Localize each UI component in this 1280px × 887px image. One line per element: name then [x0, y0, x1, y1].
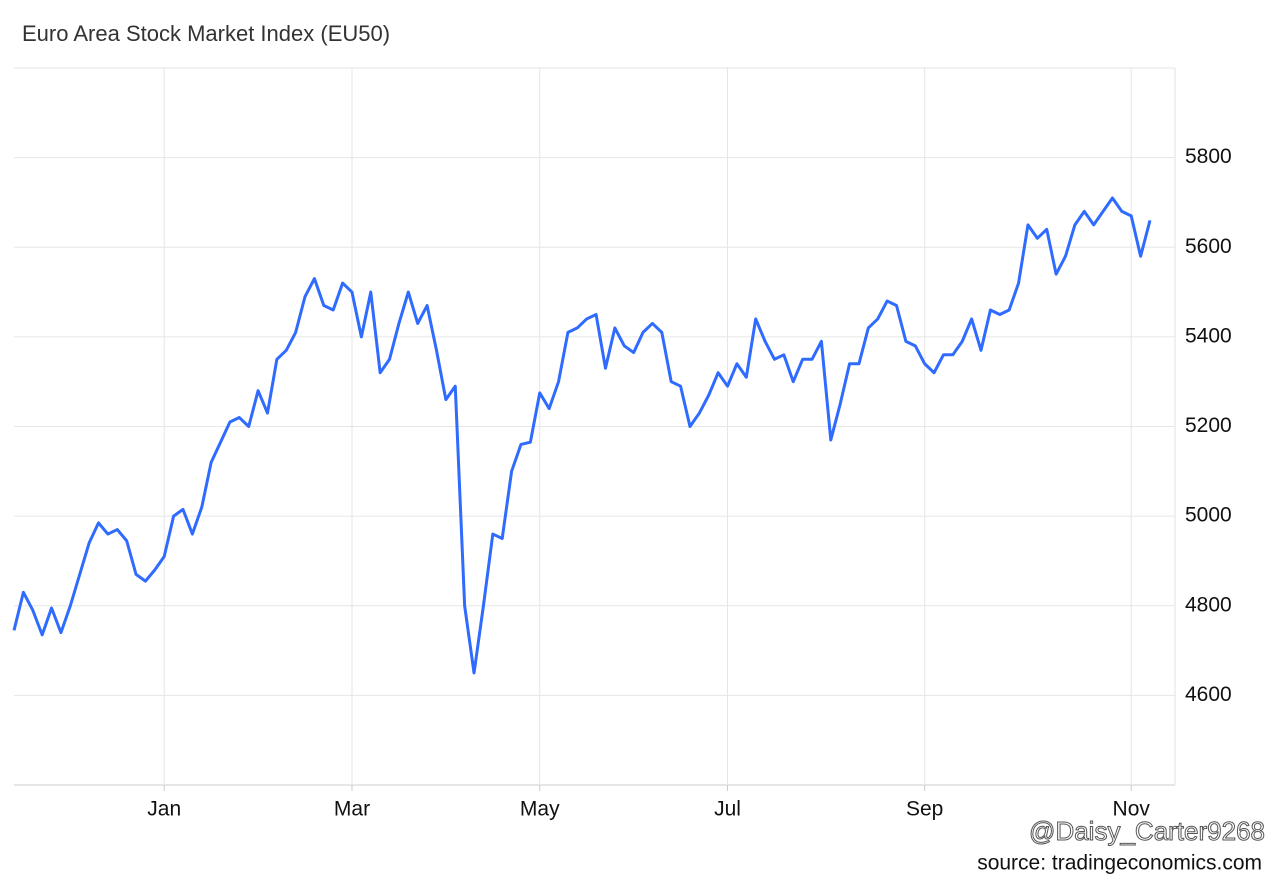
y-tick-label: 4600 — [1185, 683, 1232, 706]
x-tick-label: Mar — [334, 798, 370, 821]
source-note: source: tradingeconomics.com — [977, 852, 1262, 875]
x-tick-label: Jan — [147, 798, 181, 821]
x-tick-label: Sep — [906, 798, 943, 821]
x-tick-label: Jul — [714, 798, 741, 821]
x-tick-label: May — [520, 798, 560, 821]
y-tick-label: 4800 — [1185, 593, 1232, 616]
x-tick-label: Nov — [1113, 798, 1151, 821]
series-line — [12, 196, 1152, 675]
y-tick-label: 5600 — [1185, 235, 1232, 258]
chart-title: Euro Area Stock Market Index (EU50) — [22, 21, 390, 46]
y-tick-label: 5000 — [1185, 504, 1232, 527]
y-tick-label: 5400 — [1185, 324, 1232, 347]
watermark: @Daisy_Carter9268 — [1029, 816, 1265, 846]
y-tick-label: 5200 — [1185, 414, 1232, 437]
y-tick-label: 5800 — [1185, 145, 1232, 168]
